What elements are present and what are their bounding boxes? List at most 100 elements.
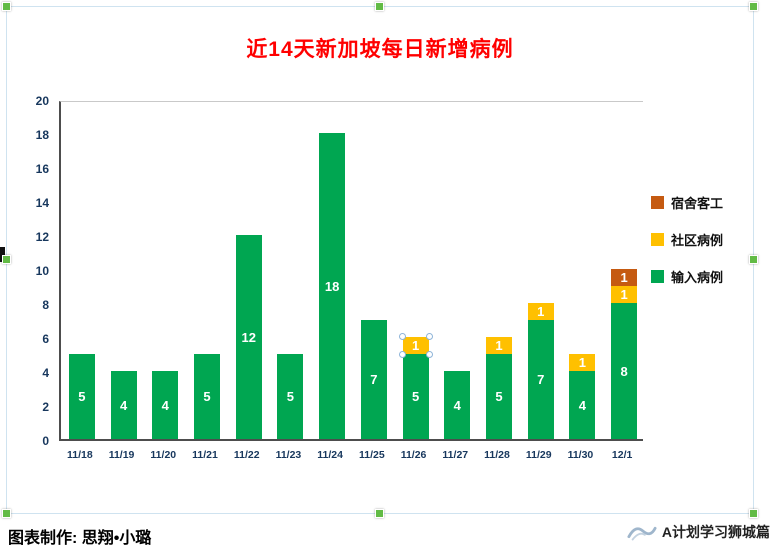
data-label: 5 <box>78 389 86 404</box>
bar-segment-社区病例[interactable]: 1 <box>527 303 554 320</box>
bar-segment-输入病例[interactable]: 4 <box>569 371 596 439</box>
plot-area: 5 4 4 5 12 5 18 7 5 1 4 5 1 7 1 4 1 8 1 1 <box>59 101 643 441</box>
data-label: 5 <box>495 389 503 404</box>
bar-11/19[interactable]: 4 <box>110 371 137 439</box>
bar-segment-输入病例[interactable]: 7 <box>527 320 554 439</box>
bar-segment-输入病例[interactable]: 4 <box>444 371 471 439</box>
x-axis: 11/18 11/19 11/20 11/21 11/22 11/23 11/24 11/25… <box>59 449 643 467</box>
bar-11/18[interactable]: 5 <box>68 354 95 439</box>
bar-segment-输入病例[interactable]: 5 <box>277 354 304 439</box>
y-axis-label: 18 <box>35 128 49 142</box>
selection-handle-middle-right[interactable] <box>749 255 758 264</box>
data-label: 1 <box>620 287 628 302</box>
selection-handle-top-left[interactable] <box>2 2 11 11</box>
y-axis-label: 16 <box>35 162 49 176</box>
data-label: 18 <box>324 278 340 294</box>
y-axis-label: 12 <box>35 230 49 244</box>
data-label: 4 <box>161 397 169 413</box>
x-axis-label: 11/29 <box>525 449 552 461</box>
bar-segment-社区病例[interactable]: 1 <box>486 337 512 354</box>
bar-segment-输入病例[interactable]: 18 <box>319 133 346 439</box>
chart-object[interactable]: 近14天新加坡每日新增病例 0 2 4 6 8 10 12 14 16 18 20 5 4 4 5 12 5 1… <box>2 2 758 518</box>
legend-label: 输入病例 <box>671 270 724 285</box>
y-axis-label: 0 <box>42 434 49 448</box>
data-label: 1 <box>411 338 420 353</box>
data-label: 4 <box>578 397 587 413</box>
bar-11/20[interactable]: 4 <box>152 371 179 439</box>
y-axis-label: 14 <box>35 196 49 210</box>
y-axis-label: 8 <box>42 298 49 312</box>
bar-11/24[interactable]: 18 <box>319 133 346 439</box>
y-axis-label: 6 <box>42 332 49 346</box>
bar-11/23[interactable]: 5 <box>277 354 304 439</box>
y-axis-label: 10 <box>35 264 49 278</box>
bar-11/22[interactable]: 12 <box>235 235 262 439</box>
x-axis-label: 11/21 <box>192 449 218 461</box>
selection-handle-bottom-right[interactable] <box>749 509 758 518</box>
y-axis: 0 2 4 6 8 10 12 14 16 18 20 <box>15 94 53 448</box>
data-label: 8 <box>620 363 628 379</box>
y-axis-label: 20 <box>35 94 49 108</box>
datapoint-selection-dot[interactable] <box>398 351 406 358</box>
x-axis-label: 11/19 <box>108 449 135 461</box>
bar-segment-社区病例[interactable]: 1 <box>398 333 433 358</box>
bar-segment-社区病例[interactable]: 1 <box>569 354 596 371</box>
x-axis-label: 11/24 <box>317 449 343 461</box>
data-label: 12 <box>241 329 256 345</box>
datapoint-selection-dot[interactable] <box>425 351 433 358</box>
datapoint-selection-dot[interactable] <box>398 333 406 340</box>
selection-handle-top-right[interactable] <box>749 2 758 11</box>
selection-handle-bottom-center[interactable] <box>375 509 384 518</box>
swoosh-logo-icon <box>627 522 657 542</box>
bar-segment-输入病例[interactable]: 8 <box>611 303 638 439</box>
bar-segment-输入病例[interactable]: 5 <box>68 354 95 439</box>
data-label: 1 <box>537 304 545 319</box>
legend-label: 社区病例 <box>671 233 724 248</box>
bar-11/27[interactable]: 4 <box>444 371 471 439</box>
legend-item-宿舍客工[interactable]: 宿舍客工 <box>651 193 723 212</box>
legend: 宿舍客工社区病例输入病例 <box>651 193 723 304</box>
data-label: 1 <box>620 270 628 285</box>
watermark-text: A计划学习狮城篇 <box>661 524 770 540</box>
data-label: 7 <box>370 372 378 387</box>
datapoint-selection-dot[interactable] <box>425 333 433 340</box>
bar-11/25[interactable]: 7 <box>360 320 387 439</box>
x-axis-label: 11/18 <box>67 449 93 461</box>
bar-segment-宿舍客工[interactable]: 1 <box>611 269 638 286</box>
bar-segment-输入病例[interactable]: 7 <box>360 320 387 439</box>
bar-segment-输入病例[interactable]: 4 <box>110 371 137 439</box>
data-label: 5 <box>203 389 211 404</box>
bar-segment-社区病例[interactable]: 1 <box>611 286 638 303</box>
legend-swatch <box>651 233 664 246</box>
footer-credit: 图表制作: 思翔•小璐 <box>8 530 152 547</box>
data-label: 7 <box>537 372 545 387</box>
selection-handle-top-center[interactable] <box>375 2 384 11</box>
bar-12/1[interactable]: 8 1 1 <box>611 269 638 439</box>
page-edge-marker <box>0 247 5 262</box>
bar-segment-输入病例[interactable]: 5 <box>402 354 429 439</box>
selection-handle-bottom-left[interactable] <box>2 509 11 518</box>
bar-segment-输入病例[interactable]: 12 <box>235 235 262 439</box>
chart-title[interactable]: 近14天新加坡每日新增病例 <box>246 38 514 61</box>
data-label: 1 <box>495 338 503 353</box>
x-axis-label: 11/20 <box>150 449 177 461</box>
legend-swatch <box>651 270 664 283</box>
bar-segment-输入病例[interactable]: 5 <box>194 354 220 439</box>
bar-11/21[interactable]: 5 <box>194 354 220 439</box>
x-axis-label: 11/23 <box>275 449 302 461</box>
watermark: A计划学习狮城篇 <box>627 522 770 542</box>
selection-handle-middle-left[interactable] <box>2 255 11 264</box>
bar-segment-输入病例[interactable]: 4 <box>152 371 179 439</box>
y-axis-label: 4 <box>42 366 49 380</box>
legend-item-社区病例[interactable]: 社区病例 <box>651 230 723 249</box>
legend-item-输入病例[interactable]: 输入病例 <box>651 267 723 286</box>
data-label: 5 <box>411 389 420 404</box>
data-label: 1 <box>578 355 587 370</box>
x-axis-label: 11/25 <box>359 449 385 461</box>
legend-label: 宿舍客工 <box>671 196 724 211</box>
bar-segment-输入病例[interactable]: 5 <box>486 354 512 439</box>
